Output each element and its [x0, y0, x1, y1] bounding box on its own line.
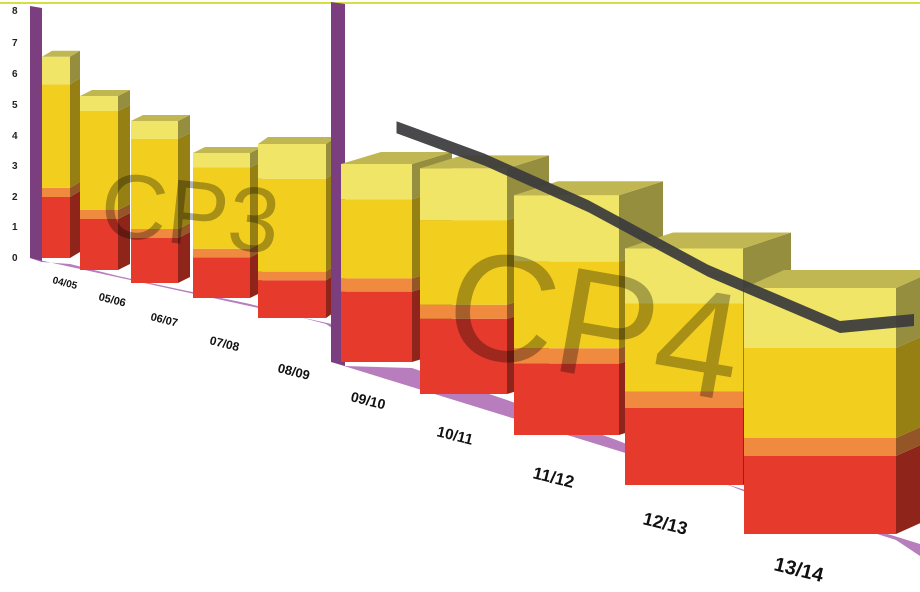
bar-segment: [744, 438, 896, 456]
bar-segment: [420, 304, 507, 319]
bar-segment-side: [118, 105, 130, 210]
bar-segment: [80, 210, 118, 219]
bar-segment: [42, 187, 70, 197]
bar-segment: [80, 96, 118, 111]
bar-segment-side: [896, 337, 920, 438]
bar-segment: [341, 164, 412, 200]
bar-segment: [625, 408, 743, 485]
bar-segment-side: [178, 115, 190, 139]
bar-segment: [258, 178, 326, 272]
trend-ribbon: [396, 121, 914, 333]
bar-segment: [131, 229, 178, 238]
bar-top: [42, 50, 80, 57]
y-tick: 5: [12, 100, 18, 111]
cp3-label: CP3: [96, 153, 285, 273]
bar-segment-side: [896, 427, 920, 456]
y-tick: 2: [12, 192, 18, 203]
bar-segment: [420, 318, 507, 394]
bar-segment: [625, 248, 743, 304]
bar-top: [131, 115, 190, 121]
bar-segment-side: [118, 213, 130, 270]
bar-segment: [625, 391, 743, 408]
bar-segment: [625, 303, 743, 392]
bar-segment: [42, 56, 70, 85]
category-label: 08/09: [276, 360, 311, 382]
category-label: 04/05: [51, 275, 78, 292]
bar-segment: [193, 248, 250, 258]
y-tick: 0: [12, 253, 18, 264]
bar-segment: [744, 348, 896, 438]
bar-segment-side: [178, 232, 190, 283]
cp3-chart: [30, 6, 350, 340]
category-label: 05/06: [97, 291, 127, 309]
bar-segment-side: [118, 90, 130, 111]
bar-segment: [420, 168, 507, 221]
bar-segment: [42, 197, 70, 258]
bar-top: [744, 270, 920, 288]
bar-segment-side: [70, 78, 80, 188]
bar-segment-side: [178, 133, 190, 229]
bar-segment: [258, 144, 326, 179]
bar-segment: [193, 167, 250, 249]
bar-segment-side: [896, 277, 920, 348]
bar-segment: [80, 219, 118, 270]
y-tick: 1: [12, 222, 18, 233]
bar-segment: [514, 348, 619, 364]
bar-top: [193, 147, 262, 153]
bar-segment: [193, 153, 250, 168]
bar-segment: [341, 278, 412, 292]
category-label: 10/11: [435, 423, 475, 448]
y-tick: 3: [12, 161, 18, 172]
y-tick: 8: [12, 6, 18, 17]
cp4-chart: [331, 2, 920, 556]
bar-segment: [258, 280, 326, 318]
bar-segment-side: [118, 204, 130, 219]
bar-segment: [80, 111, 118, 210]
bar-top: [80, 90, 130, 96]
bar-segment: [131, 238, 178, 283]
bar-segment: [258, 271, 326, 281]
y-axis-ticks: 0 1 2 3 4 5 6 7 8: [12, 6, 18, 264]
category-label: 13/14: [772, 554, 827, 588]
category-label: 09/10: [349, 388, 387, 412]
y-tick: 7: [12, 38, 18, 49]
bar-segment: [341, 199, 412, 279]
back-wall: [30, 6, 42, 262]
bar-segment-side: [70, 50, 80, 85]
category-label: 11/12: [531, 463, 576, 492]
bar-segment-side: [70, 191, 80, 258]
bar-segment: [420, 220, 507, 305]
bar-top: [258, 137, 336, 144]
bar-segment: [42, 84, 70, 188]
bar-segment: [131, 121, 178, 139]
bar-segment: [514, 363, 619, 435]
bar-segment: [341, 291, 412, 362]
bar-top: [341, 152, 452, 164]
bar-segment: [193, 257, 250, 298]
bar-segment-side: [896, 445, 920, 534]
y-tick: 6: [12, 69, 18, 80]
bar-segment: [744, 456, 896, 534]
category-label: 12/13: [641, 508, 690, 538]
bar-segment: [131, 139, 178, 229]
bar-segment: [514, 261, 619, 349]
category-label: 07/08: [208, 333, 241, 354]
y-tick: 4: [12, 131, 18, 142]
bar-segment-side: [70, 181, 80, 197]
bar-segment-side: [178, 223, 190, 238]
category-label: 06/07: [149, 311, 179, 329]
